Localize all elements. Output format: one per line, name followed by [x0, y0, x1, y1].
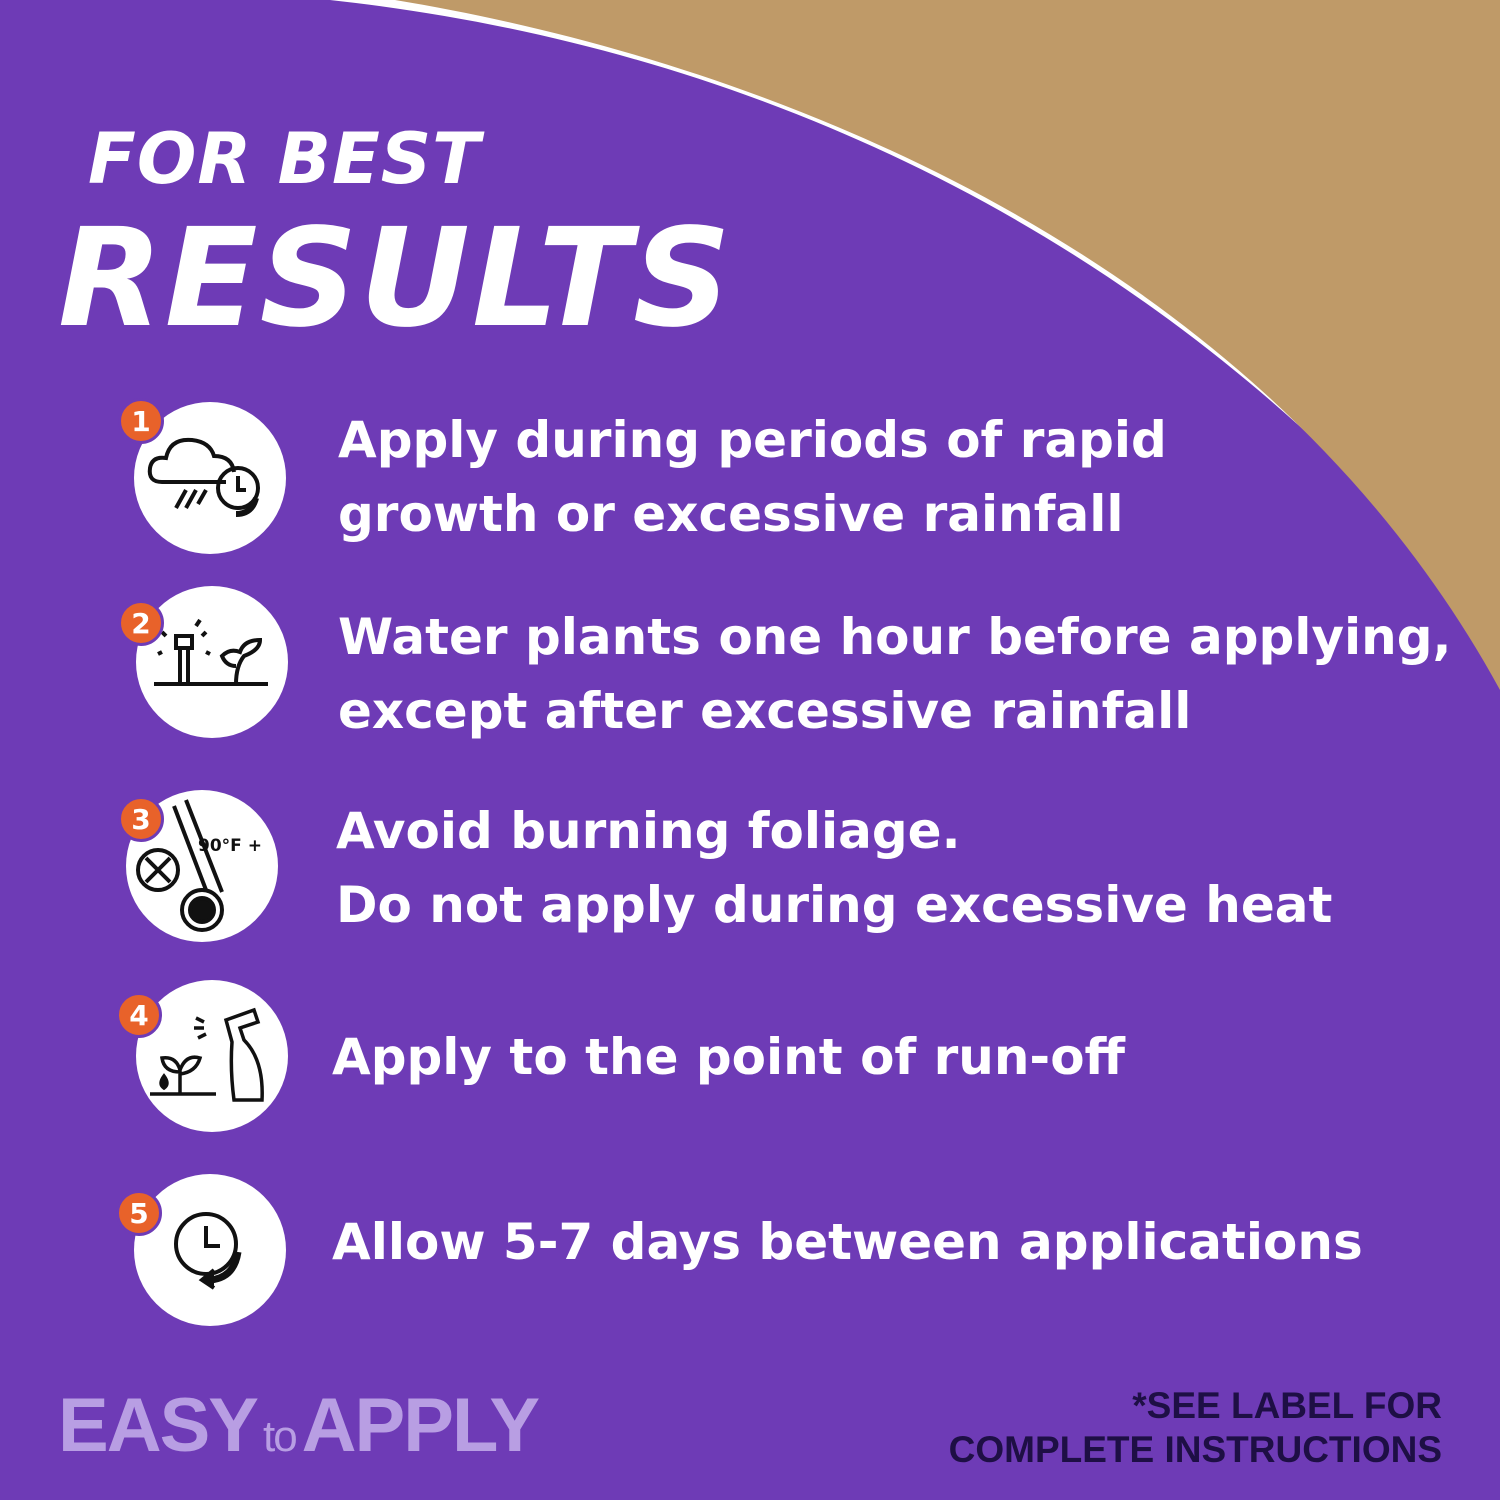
step-number-badge: 3: [118, 796, 164, 842]
tagline-apply: APPLY: [301, 1383, 540, 1468]
note-line1: *SEE LABEL FOR: [1132, 1385, 1442, 1426]
step-number-badge: 5: [116, 1190, 162, 1236]
easy-to-apply-tagline: EASY toAPPLY: [58, 1382, 540, 1469]
step-number-badge: 1: [118, 398, 164, 444]
step-text-line1: Avoid burning foliage.: [336, 802, 961, 860]
tagline-easy: EASY: [58, 1383, 259, 1468]
tagline-to: to: [262, 1412, 298, 1461]
header-title: RESULTS: [58, 200, 733, 358]
step-number-badge: 4: [116, 992, 162, 1038]
label-note: *SEE LABEL FOR COMPLETE INSTRUCTIONS: [949, 1384, 1442, 1472]
step-text-line2: Do not apply during excessive heat: [336, 876, 1333, 934]
step-text-line1: Apply during periods of rapid: [338, 411, 1167, 469]
note-line2: COMPLETE INSTRUCTIONS: [948, 1429, 1442, 1470]
step-text-line1: Allow 5-7 days between applications: [332, 1213, 1363, 1271]
step-text-line1: Apply to the point of run-off: [332, 1028, 1126, 1086]
clock-repeat-icon: [134, 1174, 286, 1326]
step-text-line2: growth or excessive rainfall: [338, 485, 1124, 543]
header-line1: FOR BEST: [88, 118, 481, 200]
step-text-line2: except after excessive rainfall: [338, 682, 1192, 740]
temperature-label: 90°F +: [198, 836, 262, 856]
step-text-line1: Water plants one hour before applying,: [338, 608, 1452, 666]
spray-bottle-plant-icon: [136, 980, 288, 1132]
step-number-badge: 2: [118, 600, 164, 646]
